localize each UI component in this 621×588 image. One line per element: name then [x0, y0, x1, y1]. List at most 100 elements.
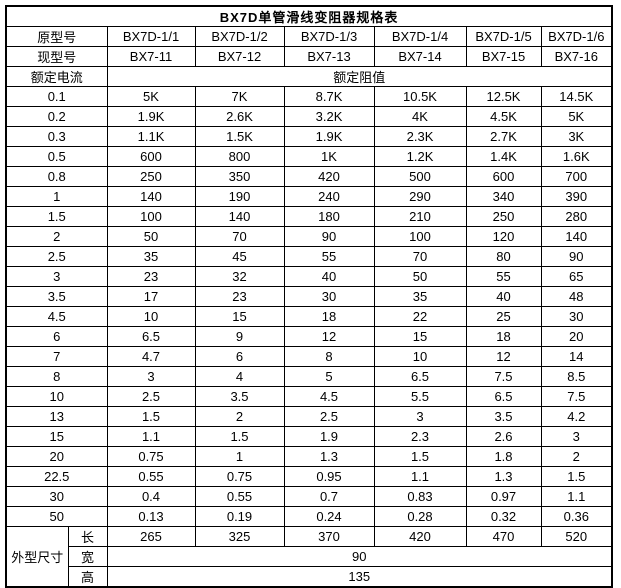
resistance-cell: 5K [540, 106, 613, 127]
table-row: 20 0.75 1 1.3 1.5 1.8 2 [5, 446, 613, 467]
current-model-cell: BX7-13 [283, 46, 375, 67]
length-cell: 265 [106, 526, 196, 547]
length-cell: 420 [373, 526, 467, 547]
resistance-cell: 70 [194, 226, 285, 247]
resistance-cell: 40 [465, 286, 542, 307]
resistance-cell: 0.4 [106, 486, 196, 507]
resistance-cell: 90 [540, 246, 613, 267]
rated-current-cell: 10 [5, 386, 108, 407]
resistance-cell: 2.5 [106, 386, 196, 407]
resistance-cell: 2.7K [465, 126, 542, 147]
resistance-cell: 6.5 [465, 386, 542, 407]
rated-current-label: 额定电流 [5, 66, 108, 87]
resistance-cell: 250 [106, 166, 196, 187]
resistance-cell: 7.5 [465, 366, 542, 387]
resistance-cell: 3.2K [283, 106, 375, 127]
resistance-cell: 1K [283, 146, 375, 167]
resistance-cell: 8.5 [540, 366, 613, 387]
resistance-cell: 6.5 [373, 366, 467, 387]
resistance-cell: 1.3 [465, 466, 542, 487]
resistance-cell: 1.6K [540, 146, 613, 167]
original-model-cell: BX7D-1/1 [106, 26, 196, 47]
rated-current-cell: 0.1 [5, 86, 108, 107]
resistance-cell: 1.5 [194, 426, 285, 447]
rated-current-cell: 6 [5, 326, 108, 347]
resistance-data-section: 0.1 5K 7K 8.7K 10.5K 12.5K 14.5K 0.2 1.9… [5, 86, 613, 527]
length-cell: 520 [540, 526, 613, 547]
current-model-cell: BX7-16 [540, 46, 613, 67]
resistance-cell: 1.3 [283, 446, 375, 467]
resistance-cell: 100 [373, 226, 467, 247]
resistance-cell: 0.75 [194, 466, 285, 487]
resistance-cell: 20 [540, 326, 613, 347]
rated-current-cell: 3 [5, 266, 108, 287]
table-row: 1.5 100 140 180 210 250 280 [5, 206, 613, 227]
resistance-cell: 0.36 [540, 506, 613, 527]
resistance-cell: 50 [373, 266, 467, 287]
resistance-cell: 2 [194, 406, 285, 427]
table-row: 1 140 190 240 290 340 390 [5, 186, 613, 207]
resistance-cell: 3 [540, 426, 613, 447]
height-label: 高 [67, 566, 108, 588]
page-title: BX7D单管滑线变阻器规格表 [5, 5, 613, 27]
resistance-cell: 0.7 [283, 486, 375, 507]
resistance-cell: 600 [465, 166, 542, 187]
current-model-cell: BX7-11 [106, 46, 196, 67]
resistance-cell: 12 [465, 346, 542, 367]
resistance-cell: 5 [283, 366, 375, 387]
resistance-cell: 23 [194, 286, 285, 307]
resistance-cell: 0.75 [106, 446, 196, 467]
resistance-cell: 45 [194, 246, 285, 267]
resistance-cell: 6 [194, 346, 285, 367]
resistance-cell: 35 [373, 286, 467, 307]
resistance-cell: 350 [194, 166, 285, 187]
resistance-cell: 8.7K [283, 86, 375, 107]
resistance-cell: 5K [106, 86, 196, 107]
resistance-cell: 32 [194, 266, 285, 287]
resistance-cell: 190 [194, 186, 285, 207]
rated-current-cell: 1 [5, 186, 108, 207]
resistance-cell: 210 [373, 206, 467, 227]
table-row: 50 0.13 0.19 0.24 0.28 0.32 0.36 [5, 506, 613, 527]
resistance-cell: 700 [540, 166, 613, 187]
current-model-cell: BX7-12 [194, 46, 285, 67]
resistance-cell: 35 [106, 246, 196, 267]
height-cell: 135 [106, 566, 613, 588]
table-row: 15 1.1 1.5 1.9 2.3 2.6 3 [5, 426, 613, 447]
resistance-cell: 0.83 [373, 486, 467, 507]
resistance-cell: 1.9K [106, 106, 196, 127]
current-model-cell: BX7-14 [373, 46, 467, 67]
table-row: 0.5 600 800 1K 1.2K 1.4K 1.6K [5, 146, 613, 167]
resistance-cell: 2.6K [194, 106, 285, 127]
resistance-cell: 18 [283, 306, 375, 327]
length-cell: 325 [194, 526, 285, 547]
resistance-cell: 23 [106, 266, 196, 287]
resistance-cell: 0.13 [106, 506, 196, 527]
resistance-cell: 250 [465, 206, 542, 227]
resistance-cell: 80 [465, 246, 542, 267]
length-label: 长 [67, 526, 108, 547]
resistance-cell: 6.5 [106, 326, 196, 347]
resistance-cell: 0.28 [373, 506, 467, 527]
rated-current-cell: 30 [5, 486, 108, 507]
rated-current-cell: 50 [5, 506, 108, 527]
resistance-cell: 180 [283, 206, 375, 227]
resistance-cell: 3.5 [194, 386, 285, 407]
resistance-cell: 140 [540, 226, 613, 247]
resistance-cell: 3.5 [465, 406, 542, 427]
resistance-cell: 4K [373, 106, 467, 127]
width-cell: 90 [106, 546, 613, 567]
resistance-cell: 18 [465, 326, 542, 347]
resistance-cell: 280 [540, 206, 613, 227]
rated-current-cell: 15 [5, 426, 108, 447]
dimensions-label: 外型尺寸 [5, 526, 69, 588]
length-cell: 370 [283, 526, 375, 547]
resistance-cell: 14.5K [540, 86, 613, 107]
resistance-cell: 90 [283, 226, 375, 247]
resistance-cell: 0.55 [194, 486, 285, 507]
table-row: 30 0.4 0.55 0.7 0.83 0.97 1.1 [5, 486, 613, 507]
original-model-cell: BX7D-1/2 [194, 26, 285, 47]
resistance-cell: 500 [373, 166, 467, 187]
width-label: 宽 [67, 546, 108, 567]
resistance-cell: 420 [283, 166, 375, 187]
